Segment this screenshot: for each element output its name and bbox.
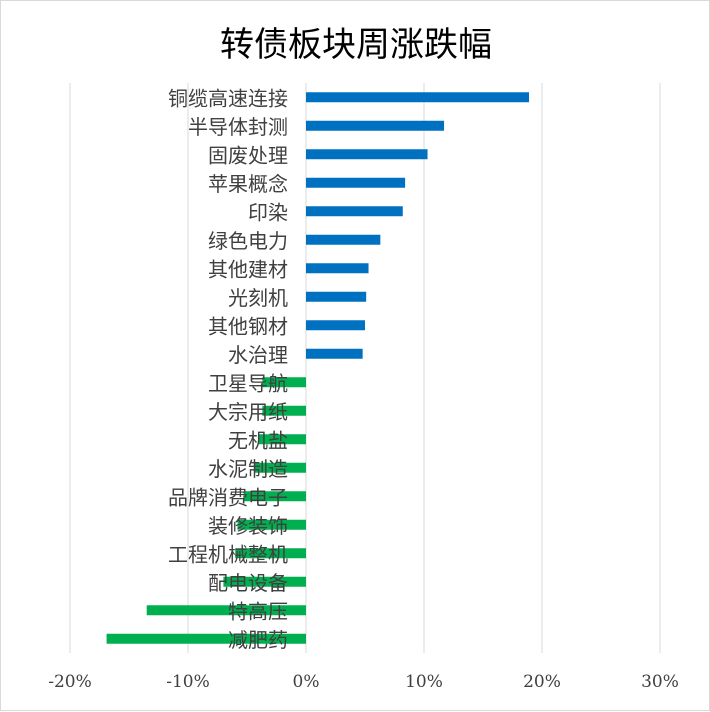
category-label: 其他建材 <box>208 257 288 281</box>
category-label: 光刻机 <box>228 286 288 310</box>
bar <box>235 548 306 559</box>
category-label: 固废处理 <box>208 143 288 167</box>
category-label: 配电设备 <box>208 571 288 595</box>
category-label: 绿色电力 <box>208 229 288 253</box>
x-tick-label: -10% <box>166 672 210 692</box>
x-tick-label: 0% <box>293 672 320 692</box>
category-label: 水泥制造 <box>208 457 288 481</box>
category-label: 半导体封测 <box>188 115 288 139</box>
bar <box>306 120 445 131</box>
x-tick-label: 30% <box>641 672 679 692</box>
category-label: 大宗用纸 <box>208 400 288 424</box>
bar <box>223 576 306 587</box>
bar <box>262 377 306 388</box>
category-label: 苹果概念 <box>208 172 288 196</box>
x-tick-label: 20% <box>523 672 561 692</box>
bar <box>146 605 306 616</box>
bar <box>237 519 306 530</box>
category-label: 减肥药 <box>228 628 288 652</box>
bar <box>306 177 406 188</box>
bar <box>306 92 530 103</box>
chart-title: 转债板块周涨跌幅 <box>220 25 492 65</box>
bar <box>306 149 428 160</box>
bar <box>243 491 306 502</box>
category-label: 卫星导航 <box>208 371 288 395</box>
category-label: 工程机械整机 <box>168 542 288 566</box>
bar <box>254 462 306 473</box>
bar <box>306 263 369 274</box>
category-label: 特高压 <box>228 599 288 623</box>
x-tick-label: 10% <box>405 672 443 692</box>
category-label: 无机盐 <box>228 428 288 452</box>
bar <box>306 291 367 302</box>
x-tick-label: -20% <box>48 672 92 692</box>
category-label: 水治理 <box>228 343 288 367</box>
category-label: 其他钢材 <box>208 314 288 338</box>
bar <box>306 234 381 245</box>
bar <box>262 405 306 416</box>
bar <box>106 633 306 644</box>
bar <box>306 320 365 331</box>
bar <box>306 348 363 359</box>
category-label: 品牌消费电子 <box>168 485 288 509</box>
bar <box>306 206 403 217</box>
category-label: 铜缆高速连接 <box>168 86 288 110</box>
bar <box>258 434 306 445</box>
category-label: 装修装饰 <box>208 514 288 538</box>
category-label: 印染 <box>248 200 288 224</box>
